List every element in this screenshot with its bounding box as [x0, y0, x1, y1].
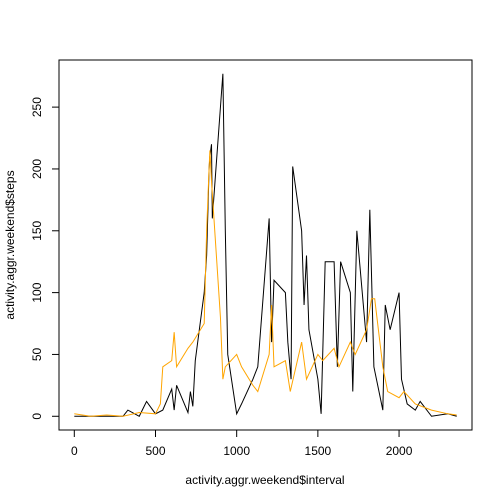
x-tick-label: 500 — [145, 444, 165, 458]
x-axis-label: activity.aggr.weekend$interval — [185, 473, 344, 487]
y-tick-label: 150 — [30, 220, 44, 240]
y-tick-label: 250 — [30, 97, 44, 117]
x-tick-label: 2000 — [386, 444, 413, 458]
y-tick-label: 200 — [30, 159, 44, 179]
x-tick-label: 1500 — [305, 444, 332, 458]
x-tick-label: 0 — [71, 444, 78, 458]
y-axis-label: activity.aggr.weekend$steps — [3, 170, 17, 319]
y-tick-label: 50 — [30, 347, 44, 361]
x-tick-label: 1000 — [223, 444, 250, 458]
y-tick-label: 100 — [30, 282, 44, 302]
y-tick-label: 0 — [30, 413, 44, 420]
data-line — [74, 73, 457, 417]
plot-box — [58, 59, 473, 431]
data-line — [74, 150, 457, 417]
